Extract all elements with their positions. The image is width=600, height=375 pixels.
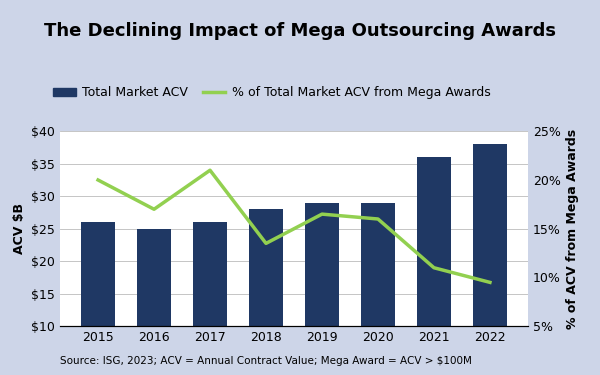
Bar [249, 209, 283, 375]
Bar [81, 222, 115, 375]
Y-axis label: % of ACV from Mega Awards: % of ACV from Mega Awards [566, 129, 579, 329]
Text: The Declining Impact of Mega Outsourcing Awards: The Declining Impact of Mega Outsourcing… [44, 22, 556, 40]
Text: Source: ISG, 2023; ACV = Annual Contract Value; Mega Award = ACV > $100M: Source: ISG, 2023; ACV = Annual Contract… [60, 356, 472, 366]
Bar [361, 203, 395, 375]
Bar [473, 144, 507, 375]
Bar [417, 157, 451, 375]
Bar [193, 222, 227, 375]
Bar [137, 229, 171, 375]
Y-axis label: ACV $B: ACV $B [13, 203, 26, 254]
Legend: Total Market ACV, % of Total Market ACV from Mega Awards: Total Market ACV, % of Total Market ACV … [48, 81, 496, 104]
Bar [305, 203, 339, 375]
